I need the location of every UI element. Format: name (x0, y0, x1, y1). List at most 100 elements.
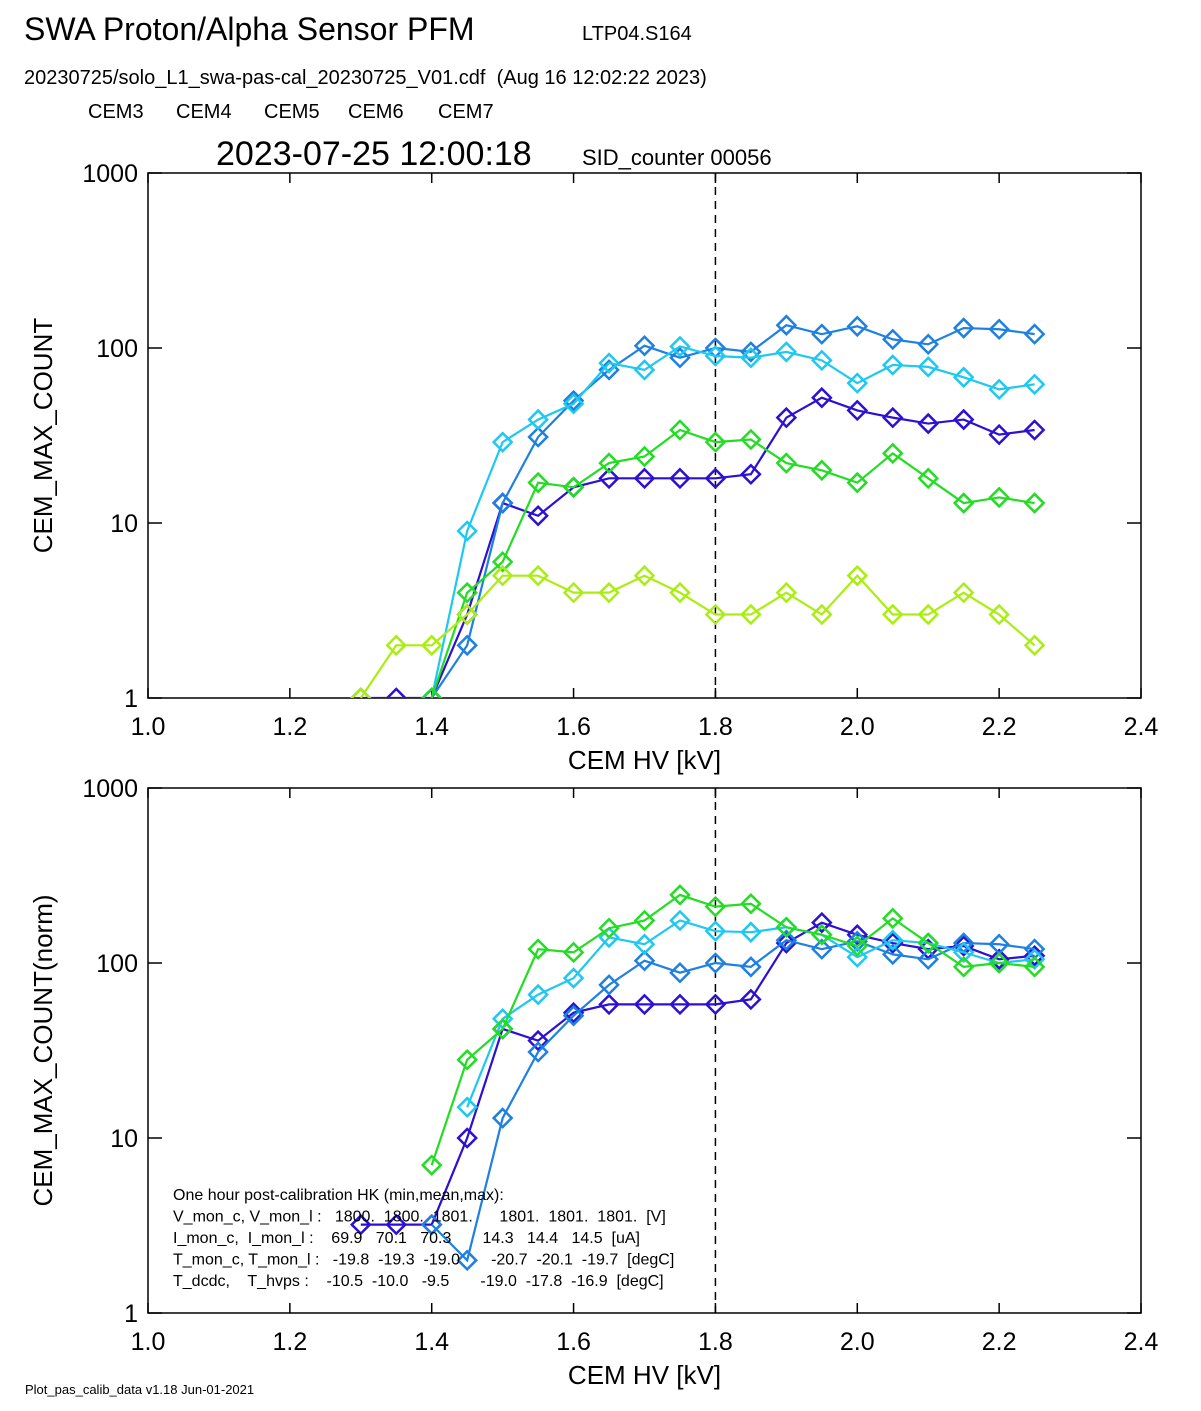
data-point (562, 476, 585, 499)
data-point (740, 341, 762, 363)
data-point (846, 935, 869, 957)
y-tick-label: 10 (110, 510, 138, 538)
data-point (988, 378, 1010, 401)
x-tick-label: 2.2 (982, 713, 1017, 741)
data-point (846, 923, 869, 946)
series-line (359, 574, 1036, 698)
data-point (1023, 419, 1046, 441)
data-point (811, 938, 833, 960)
data-point (740, 988, 762, 1011)
data-point (881, 354, 904, 376)
data-point (988, 948, 1010, 971)
data-point (527, 504, 549, 527)
data-point (811, 386, 833, 409)
data-point (1023, 634, 1046, 657)
data-point (740, 603, 762, 626)
data-point (988, 318, 1010, 341)
data-point (1023, 492, 1046, 514)
series-line (466, 919, 1035, 1108)
data-point (952, 941, 975, 964)
data-point (669, 346, 691, 369)
data-point (740, 893, 762, 915)
data-point (633, 564, 656, 587)
data-point (881, 406, 904, 429)
data-point (775, 929, 798, 951)
data-point (350, 1213, 372, 1236)
data-point (811, 603, 833, 626)
legend-entry: CEM4 (176, 101, 232, 123)
y-tick-label: 1 (124, 685, 138, 713)
data-point (811, 459, 833, 482)
data-point (740, 921, 762, 943)
data-point (740, 346, 762, 369)
data-point (704, 431, 727, 453)
legend-entry: CEM5 (264, 101, 320, 123)
data-point (420, 687, 443, 698)
x-tick-label: 1.2 (272, 713, 307, 741)
data-point (846, 372, 869, 394)
data-point (846, 564, 869, 587)
data-point (598, 352, 620, 374)
data-point (527, 408, 549, 431)
data-point (527, 1041, 549, 1063)
y-tick-label: 100 (96, 335, 138, 363)
x-tick-label: 2.4 (1124, 713, 1159, 741)
data-point (598, 581, 620, 604)
data-point (456, 520, 478, 542)
data-point (385, 634, 408, 657)
data-point (385, 687, 408, 698)
x-tick-label: 1.0 (131, 1328, 166, 1356)
data-point (456, 603, 478, 626)
x-tick-label: 1.0 (131, 713, 166, 741)
data-point (740, 956, 762, 978)
data-point (491, 431, 514, 453)
plot-frame (147, 172, 1142, 699)
data-point (350, 687, 372, 698)
data-point (775, 341, 798, 363)
data-point (881, 907, 904, 930)
data-point (881, 943, 904, 966)
x-tick-label: 1.8 (698, 1328, 733, 1356)
data-point (846, 930, 869, 953)
data-point (456, 1048, 478, 1071)
data-point (917, 356, 939, 378)
x-tick-label: 1.8 (698, 713, 733, 741)
data-point (952, 956, 975, 978)
legend-entry: CEM3 (88, 101, 144, 123)
data-point (988, 952, 1010, 974)
data-point (704, 895, 727, 918)
data-point (456, 1096, 478, 1118)
data-point (633, 467, 656, 490)
x-tick-label: 1.2 (272, 1328, 307, 1356)
data-point (704, 952, 727, 974)
data-point (704, 920, 727, 942)
data-point (1023, 323, 1046, 345)
data-point (669, 419, 691, 441)
x-tick-label: 2.0 (840, 1328, 875, 1356)
data-point (881, 328, 904, 351)
data-point (740, 463, 762, 485)
data-point (420, 634, 443, 657)
data-point (669, 581, 691, 604)
series-line (360, 921, 1035, 1226)
data-point (917, 333, 939, 356)
y-axis-label: CEM_MAX_COUNT(norm) (28, 894, 58, 1206)
data-point (740, 428, 762, 451)
footer: Plot_pas_calib_data v1.18 Jun-01-2021 (25, 1382, 254, 1397)
x-tick-label: 1.4 (414, 1328, 449, 1356)
data-point (846, 471, 869, 494)
annotation: T_dcdc, T_hvps : -10.5 -10.0 -9.5 -19.0 … (173, 1273, 664, 1290)
x-axis-label: CEM HV [kV] (568, 745, 721, 775)
data-point (633, 334, 656, 357)
data-point (598, 993, 620, 1016)
data-point (811, 349, 833, 372)
data-point (669, 961, 691, 984)
data-point (704, 993, 727, 1016)
data-point (420, 1213, 443, 1236)
y-axis-label: CEM_MAX_COUNT (28, 318, 58, 554)
data-point (846, 946, 869, 968)
data-point (562, 581, 585, 604)
plot-frame (147, 787, 1142, 1314)
data-point (846, 315, 869, 338)
